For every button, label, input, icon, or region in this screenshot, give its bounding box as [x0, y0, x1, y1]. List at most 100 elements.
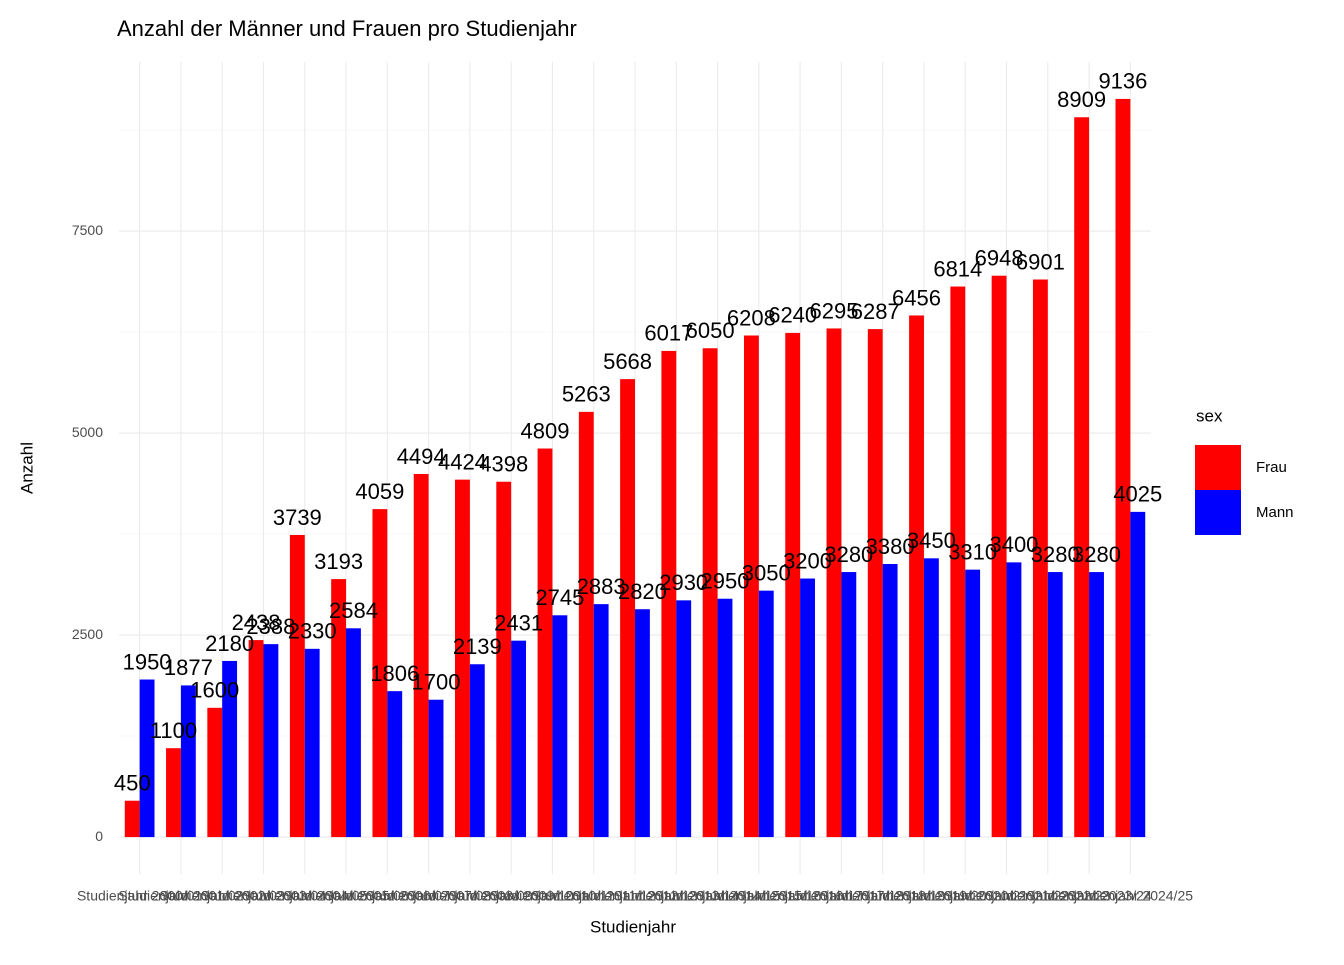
x-tick-label: Studienjahr 2019/20 [861, 888, 987, 904]
bar [1115, 98, 1131, 838]
data-label: 3193 [314, 549, 363, 574]
bar [1089, 572, 1104, 838]
bar [496, 481, 512, 838]
data-label: 5263 [562, 382, 611, 407]
data-label: 1700 [412, 670, 461, 695]
data-label: 6240 [768, 303, 817, 328]
data-label: 4494 [397, 444, 446, 469]
data-label: 4809 [521, 418, 570, 443]
x-tick-label: Studienjahr 2018/19 [820, 888, 946, 904]
x-tick-label: Studienjahr 2015/16 [696, 888, 822, 904]
legend-title: sex [1196, 406, 1223, 425]
data-label: 1950 [123, 649, 172, 674]
bar [1032, 279, 1048, 838]
x-tick-label: Studienjahr 2010/11 [490, 888, 614, 904]
bar [222, 660, 238, 838]
data-label: 3280 [1072, 542, 1121, 567]
bar [207, 707, 223, 838]
data-label: 6948 [975, 246, 1024, 271]
data-label: 6901 [1016, 249, 1065, 274]
data-label: 2745 [535, 585, 584, 610]
chart-title: Anzahl der Männer und Frauen pro Studien… [117, 16, 577, 41]
legend-label: Frau [1256, 459, 1287, 476]
data-label: 2180 [205, 631, 254, 656]
y-tick-label: 0 [95, 828, 103, 844]
data-label: 4398 [479, 452, 528, 477]
bar [552, 615, 568, 838]
bar [304, 648, 320, 838]
x-tick-label: Studienjahr 2023/24 [1026, 888, 1152, 904]
data-label: 2139 [453, 634, 502, 659]
bar [578, 411, 594, 838]
bar [620, 379, 635, 838]
data-label: 2950 [701, 569, 750, 594]
bar [372, 509, 388, 838]
bar [841, 572, 857, 838]
legend-key [1195, 490, 1241, 535]
x-tick-label: Studienjahr 2017/18 [779, 888, 905, 904]
x-tick-label: Studienjahr 2005/06 [283, 888, 409, 904]
bar [180, 685, 196, 838]
data-label: 6814 [933, 256, 982, 281]
data-label: 2330 [288, 619, 337, 644]
data-label: 6287 [851, 299, 900, 324]
bar [785, 332, 801, 838]
x-tick-label: Studienjahr 2006/07 [325, 888, 451, 904]
x-tick-label: Studienjahr 2012/13 [572, 888, 698, 904]
bar [428, 699, 444, 838]
data-label: 6017 [644, 321, 693, 346]
bar [413, 473, 429, 838]
data-label: 6456 [892, 285, 941, 310]
data-label: 3380 [866, 534, 915, 559]
bar [248, 640, 264, 838]
bar [1047, 572, 1063, 838]
data-label: 9136 [1098, 69, 1147, 94]
data-label: 5668 [603, 349, 652, 374]
x-tick-label: Studienjahr 2016/17 [737, 888, 863, 904]
bar [991, 275, 1007, 838]
x-tick-label: Studienjahr 2008/09 [407, 888, 533, 904]
data-label: 3280 [1031, 542, 1080, 567]
data-label: 8909 [1057, 87, 1106, 112]
bar [166, 748, 181, 838]
bar [1130, 511, 1146, 838]
bar [331, 579, 347, 838]
y-tick-label: 7500 [72, 222, 103, 238]
data-label: 1877 [164, 655, 213, 680]
data-label: 2388 [246, 614, 295, 639]
data-label: 2883 [577, 574, 626, 599]
data-label: 1100 [150, 718, 197, 743]
bar [124, 800, 140, 838]
data-label: 2438 [232, 610, 281, 635]
data-label: 3050 [742, 560, 791, 585]
data-label: 4025 [1113, 482, 1162, 507]
data-label: 6050 [686, 318, 735, 343]
bar [139, 679, 155, 838]
legend-key [1195, 445, 1241, 490]
x-tick-label: Studienjahr 2014/15 [655, 888, 781, 904]
bar [1074, 117, 1090, 838]
data-label: 2930 [659, 570, 708, 595]
data-label: 1600 [190, 678, 239, 703]
data-label: 2431 [494, 610, 543, 635]
x-tick-label: Studienjahr 2009/10 [448, 888, 574, 904]
data-label: 3400 [989, 532, 1038, 557]
x-tick-label: Studienjahr 2020/21 [903, 888, 1029, 904]
data-label: 2584 [329, 598, 378, 623]
data-label: 4059 [355, 479, 404, 504]
x-tick-label: Studienjahr 2002/03 [160, 888, 286, 904]
bar [346, 628, 361, 838]
bar [702, 348, 718, 838]
x-tick-label: Studienjahr 2024/25 [1068, 888, 1194, 904]
data-label: 6295 [809, 298, 858, 323]
bar [950, 286, 966, 838]
bar [717, 598, 733, 838]
y-axis-title: Anzahl [17, 442, 36, 494]
x-tick-label: Studienjahr 2013/14 [614, 888, 740, 904]
bar [676, 600, 692, 838]
data-label: 3310 [948, 539, 997, 564]
bar [882, 563, 898, 838]
bar [387, 691, 403, 838]
bar [289, 534, 305, 838]
x-tick-label: Studienjahr 2007/08 [366, 888, 492, 904]
